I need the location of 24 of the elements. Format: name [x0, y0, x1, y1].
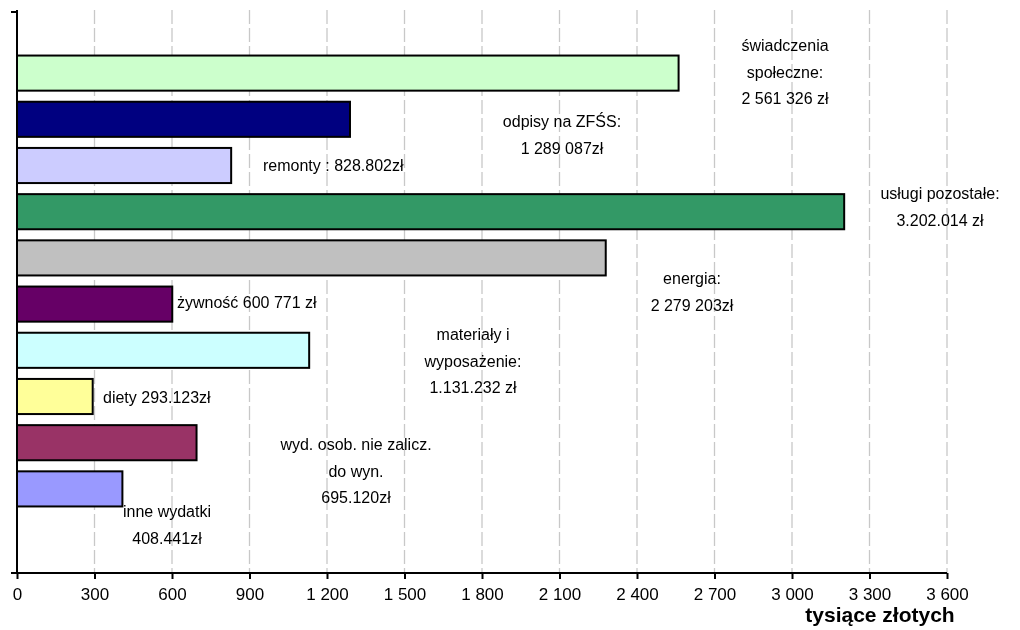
x-tick-label: 2 100 — [538, 584, 582, 604]
x-tick-label: 1 200 — [306, 584, 349, 604]
x-tick-label: 3 300 — [848, 584, 892, 604]
annotation: odpisy na ZFŚS: 1 289 087zł — [502, 112, 622, 157]
x-tick-label: 1 500 — [383, 584, 427, 604]
annotation: usługi pozostałe: 3.202.014 zł — [880, 185, 1000, 229]
annotation: inne wydatki 408.441zł — [122, 503, 212, 547]
x-tick-label: 2 700 — [693, 584, 737, 604]
x-tick-label: 3 000 — [771, 584, 814, 604]
x-tick-label: 0 — [12, 584, 23, 604]
x-tick-label: 2 400 — [616, 584, 659, 604]
annotation: remonty : 828.802zł — [263, 157, 404, 174]
x-tick-label: 300 — [80, 584, 110, 604]
annotation: żywność 600 771 zł — [177, 294, 318, 311]
x-axis-title: tysiące złotych — [805, 603, 955, 626]
annotation: diety 293.123zł — [103, 389, 212, 406]
x-tick-label: 900 — [235, 584, 265, 604]
x-tick-label: 1 800 — [461, 584, 504, 604]
annotation: świadczenia społeczne: 2 561 326 zł — [741, 37, 830, 107]
x-tick-label: 600 — [158, 584, 187, 604]
annotation: wyd. osob. nie zalicz. do wyn. 695.120zł — [279, 436, 432, 506]
annotation: energia: 2 279 203zł — [650, 270, 734, 314]
x-tick-label: 3 600 — [926, 584, 969, 604]
annotation: materiały i wyposażenie: 1.131.232 zł — [423, 326, 522, 396]
